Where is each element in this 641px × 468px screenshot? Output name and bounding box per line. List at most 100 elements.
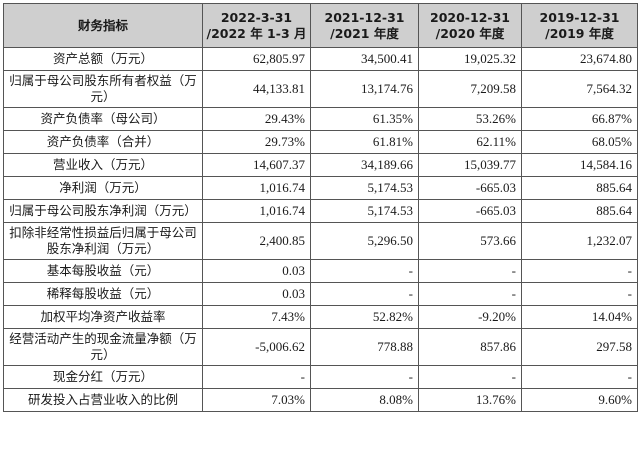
row-label: 扣除非经常性损益后归属于母公司股东净利润（万元） <box>3 222 203 260</box>
value-cell: 885.64 <box>521 199 638 223</box>
value-cell: - <box>310 259 419 283</box>
value-cell: 5,296.50 <box>310 222 419 260</box>
header-label-cell: 财务指标 <box>3 3 203 48</box>
header-period-cell: 2019-12-31 /2019 年度 <box>521 3 638 48</box>
value-cell: 5,174.53 <box>310 199 419 223</box>
row-label: 稀释每股收益（元） <box>3 282 203 306</box>
financial-indicators-table-container: 财务指标 2022-3-31 /2022 年 1-3 月 2021-12-31 … <box>3 3 638 412</box>
value-cell: - <box>310 282 419 306</box>
value-cell: 68.05% <box>521 130 638 154</box>
header-period-cell: 2022-3-31 /2022 年 1-3 月 <box>202 3 311 48</box>
header-period: /2021 年度 <box>330 25 399 41</box>
row-label: 经营活动产生的现金流量净额（万元） <box>3 328 203 366</box>
row-label: 资产负债率（母公司） <box>3 107 203 131</box>
value-cell: - <box>310 365 419 389</box>
value-cell: 857.86 <box>418 328 522 366</box>
value-cell: 14,607.37 <box>202 153 311 177</box>
value-cell: 7.43% <box>202 305 311 329</box>
table-row: 资产负债率（母公司） 29.43% 61.35% 53.26% 66.87% <box>3 107 638 131</box>
row-label: 加权平均净资产收益率 <box>3 305 203 329</box>
header-date: 2020-12-31 <box>430 9 510 25</box>
value-cell: 14.04% <box>521 305 638 329</box>
value-cell: 297.58 <box>521 328 638 366</box>
row-label: 归属于母公司股东净利润（万元） <box>3 199 203 223</box>
row-label: 研发投入占营业收入的比例 <box>3 388 203 412</box>
value-cell: 61.35% <box>310 107 419 131</box>
header-date: 2021-12-31 <box>324 9 405 25</box>
value-cell: 34,189.66 <box>310 153 419 177</box>
value-cell: 2,400.85 <box>202 222 311 260</box>
value-cell: 62,805.97 <box>202 47 311 71</box>
table-row: 稀释每股收益（元） 0.03 - - - <box>3 282 638 306</box>
row-label: 归属于母公司股东所有者权益（万元） <box>3 70 203 108</box>
value-cell: 62.11% <box>418 130 522 154</box>
value-cell: 23,674.80 <box>521 47 638 71</box>
value-cell: 34,500.41 <box>310 47 419 71</box>
table-row: 研发投入占营业收入的比例 7.03% 8.08% 13.76% 9.60% <box>3 388 638 412</box>
value-cell: 13,174.76 <box>310 70 419 108</box>
value-cell: 61.81% <box>310 130 419 154</box>
value-cell: 15,039.77 <box>418 153 522 177</box>
financial-indicators-table: 财务指标 2022-3-31 /2022 年 1-3 月 2021-12-31 … <box>3 3 638 412</box>
value-cell: - <box>521 365 638 389</box>
value-cell: 44,133.81 <box>202 70 311 108</box>
value-cell: 573.66 <box>418 222 522 260</box>
value-cell: 52.82% <box>310 305 419 329</box>
value-cell: 0.03 <box>202 282 311 306</box>
value-cell: 66.87% <box>521 107 638 131</box>
value-cell: 14,584.16 <box>521 153 638 177</box>
header-period: /2020 年度 <box>435 25 505 41</box>
value-cell: 53.26% <box>418 107 522 131</box>
value-cell: - <box>418 282 522 306</box>
value-cell: 885.64 <box>521 176 638 200</box>
table-header: 财务指标 2022-3-31 /2022 年 1-3 月 2021-12-31 … <box>3 3 638 48</box>
table-row: 资产总额（万元） 62,805.97 34,500.41 19,025.32 2… <box>3 47 638 71</box>
value-cell: 29.43% <box>202 107 311 131</box>
value-cell: - <box>202 365 311 389</box>
table-row: 归属于母公司股东净利润（万元） 1,016.74 5,174.53 -665.0… <box>3 199 638 223</box>
value-cell: 29.73% <box>202 130 311 154</box>
value-cell: 1,016.74 <box>202 176 311 200</box>
value-cell: 778.88 <box>310 328 419 366</box>
table-row: 基本每股收益（元） 0.03 - - - <box>3 259 638 283</box>
header-period-cell: 2021-12-31 /2021 年度 <box>310 3 419 48</box>
value-cell: 0.03 <box>202 259 311 283</box>
value-cell: 13.76% <box>418 388 522 412</box>
row-label: 资产负债率（合并） <box>3 130 203 154</box>
value-cell: - <box>418 259 522 283</box>
table-row: 净利润（万元） 1,016.74 5,174.53 -665.03 885.64 <box>3 176 638 200</box>
value-cell: 7.03% <box>202 388 311 412</box>
value-cell: 8.08% <box>310 388 419 412</box>
table-row: 资产负债率（合并） 29.73% 61.81% 62.11% 68.05% <box>3 130 638 154</box>
value-cell: 5,174.53 <box>310 176 419 200</box>
row-label: 资产总额（万元） <box>3 47 203 71</box>
table-row: 经营活动产生的现金流量净额（万元） -5,006.62 778.88 857.8… <box>3 328 638 366</box>
value-cell: 7,564.32 <box>521 70 638 108</box>
header-row: 财务指标 2022-3-31 /2022 年 1-3 月 2021-12-31 … <box>3 3 638 48</box>
header-period: /2019 年度 <box>545 25 614 41</box>
value-cell: -665.03 <box>418 176 522 200</box>
header-period: /2022 年 1-3 月 <box>206 25 307 41</box>
value-cell: -5,006.62 <box>202 328 311 366</box>
row-label: 净利润（万元） <box>3 176 203 200</box>
row-label: 营业收入（万元） <box>3 153 203 177</box>
row-label: 现金分红（万元） <box>3 365 203 389</box>
header-date: 2022-3-31 <box>220 9 293 25</box>
row-label: 基本每股收益（元） <box>3 259 203 283</box>
value-cell: 9.60% <box>521 388 638 412</box>
value-cell: 1,232.07 <box>521 222 638 260</box>
table-row: 加权平均净资产收益率 7.43% 52.82% -9.20% 14.04% <box>3 305 638 329</box>
value-cell: 1,016.74 <box>202 199 311 223</box>
table-row: 营业收入（万元） 14,607.37 34,189.66 15,039.77 1… <box>3 153 638 177</box>
header-date: 2019-12-31 <box>539 9 620 25</box>
table-body: 资产总额（万元） 62,805.97 34,500.41 19,025.32 2… <box>3 47 638 412</box>
value-cell: - <box>418 365 522 389</box>
value-cell: 7,209.58 <box>418 70 522 108</box>
value-cell: 19,025.32 <box>418 47 522 71</box>
table-row: 归属于母公司股东所有者权益（万元） 44,133.81 13,174.76 7,… <box>3 70 638 108</box>
header-period-cell: 2020-12-31 /2020 年度 <box>418 3 522 48</box>
table-row: 现金分红（万元） - - - - <box>3 365 638 389</box>
value-cell: -665.03 <box>418 199 522 223</box>
value-cell: - <box>521 282 638 306</box>
value-cell: -9.20% <box>418 305 522 329</box>
